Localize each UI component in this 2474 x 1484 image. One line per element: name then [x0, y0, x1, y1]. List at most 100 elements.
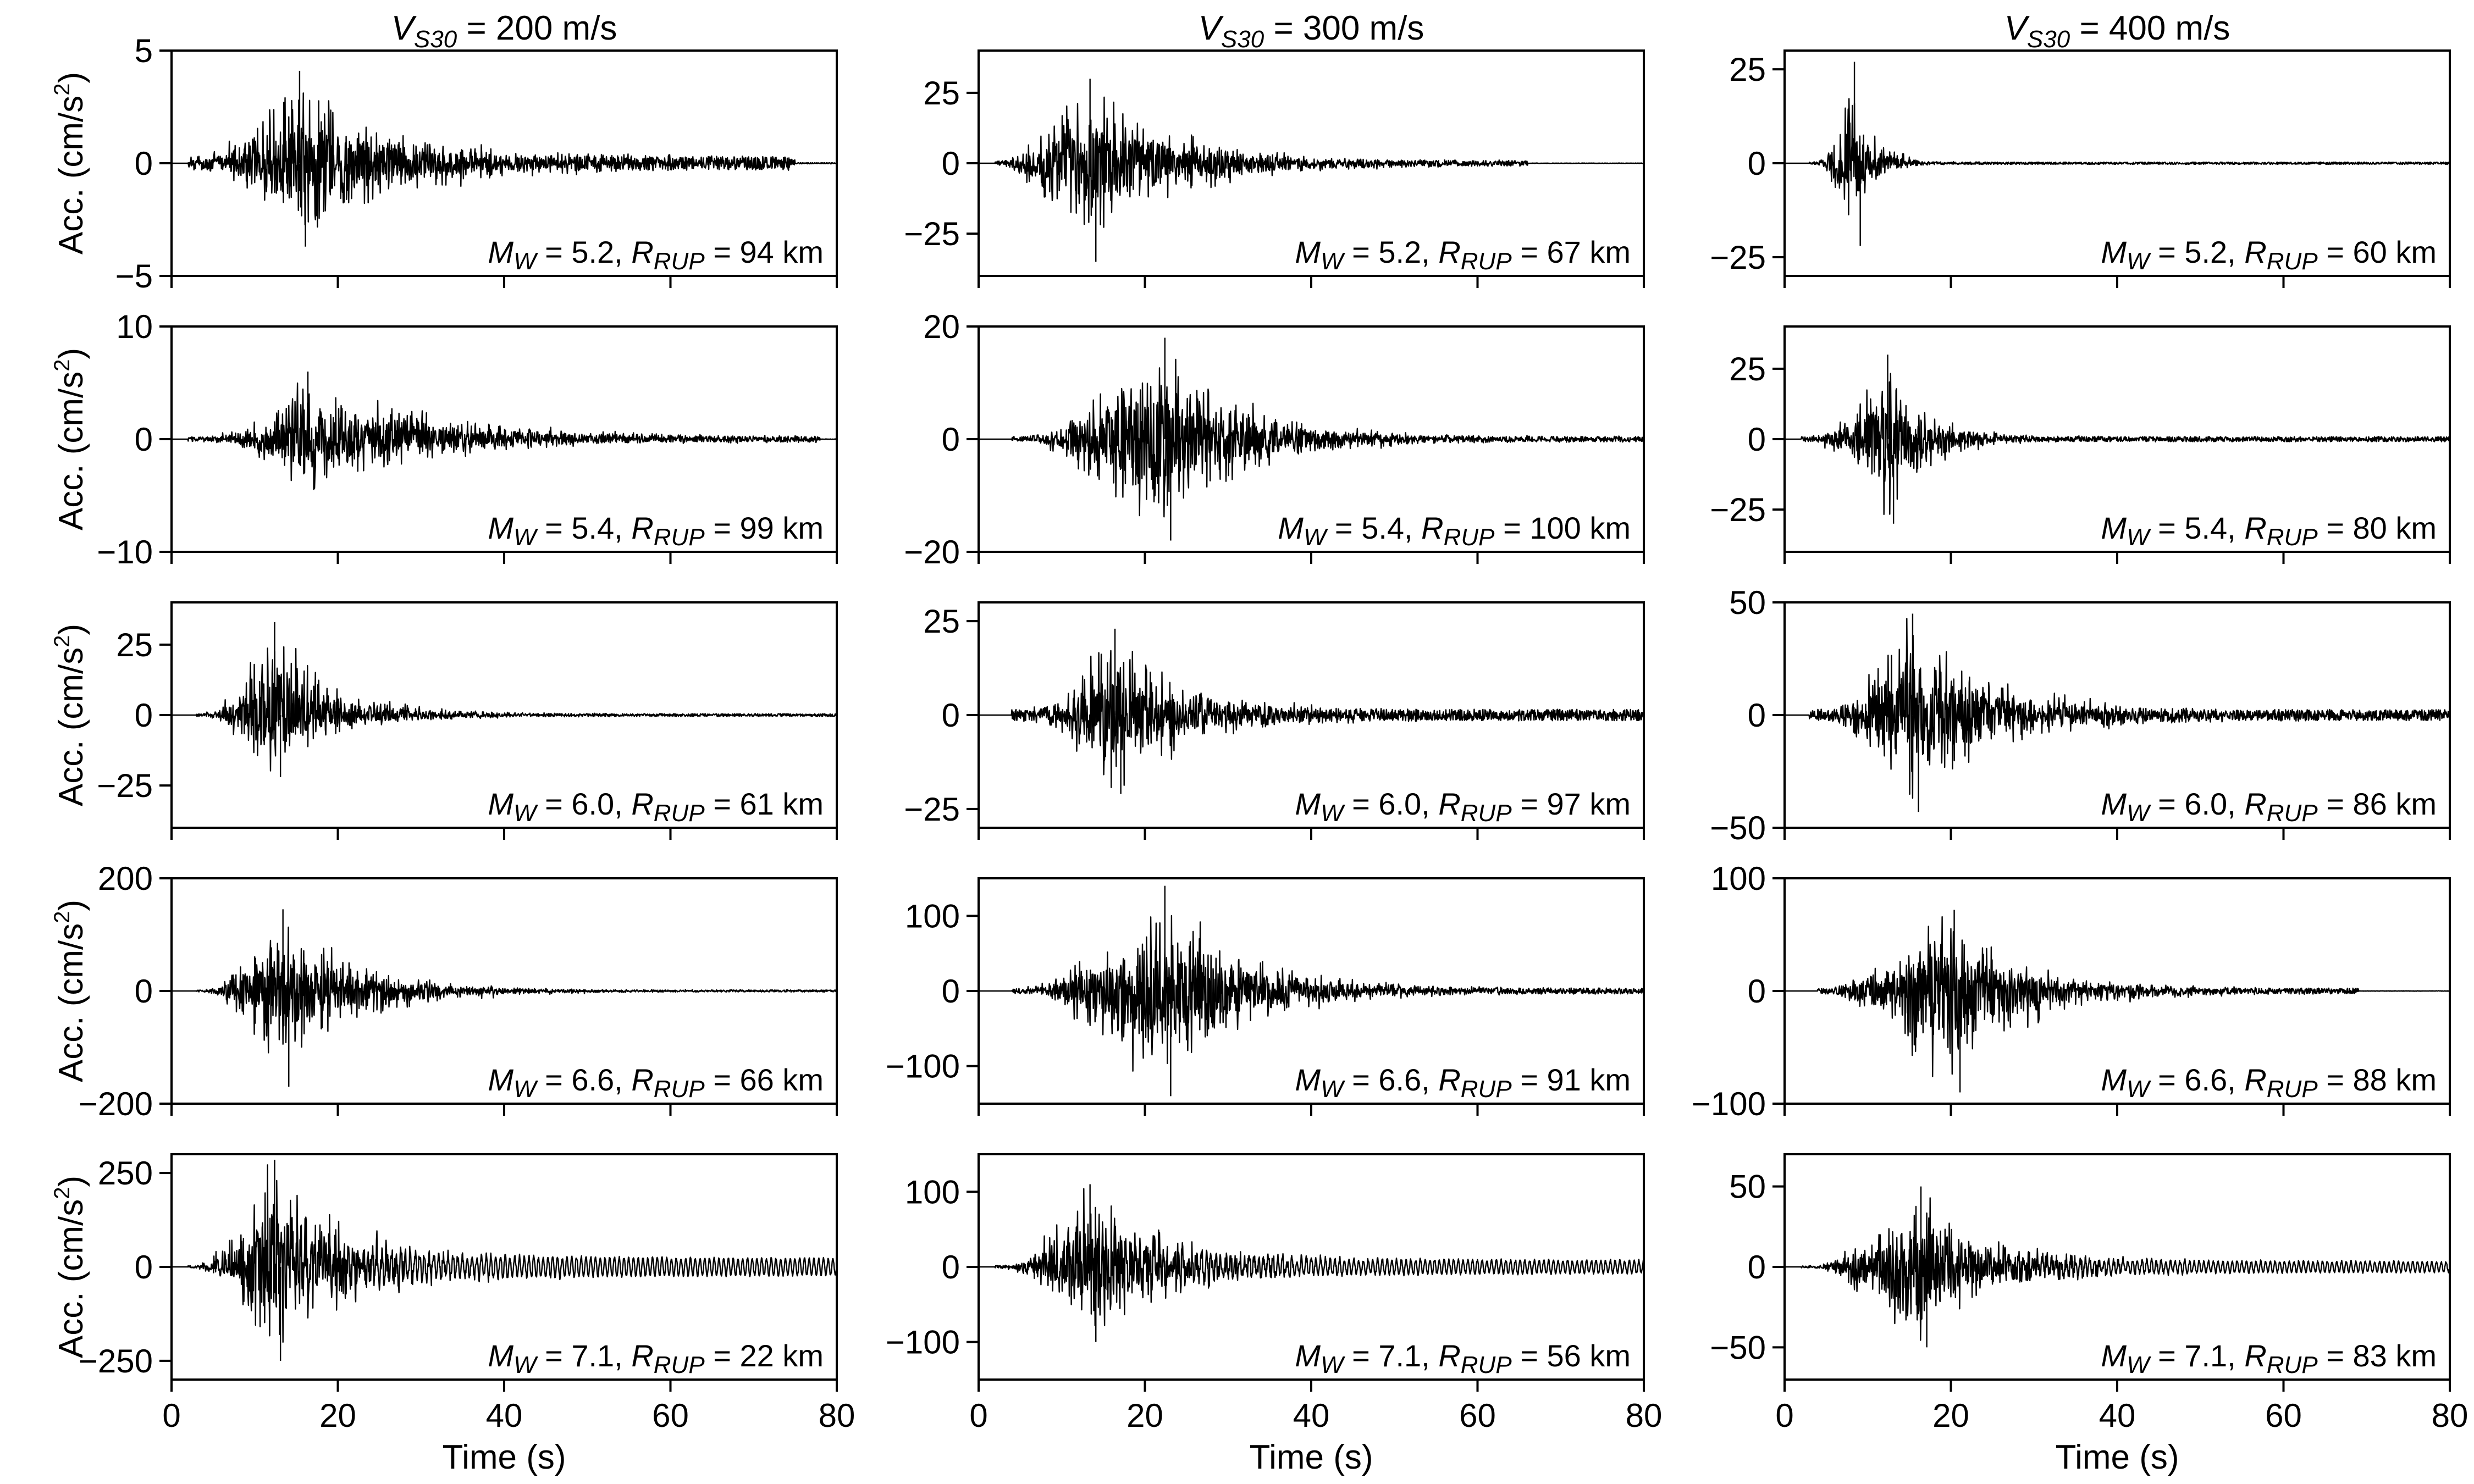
x-tick-label: 80 [2432, 1397, 2469, 1434]
y-tick-label: −100 [886, 1324, 960, 1361]
y-tick-label: −250 [79, 1343, 153, 1380]
magnitude-distance-annotation: MW = 7.1, RRUP = 56 km [1295, 1338, 1631, 1378]
y-tick-label: 100 [905, 898, 960, 934]
y-tick-label: −25 [904, 215, 960, 252]
magnitude-distance-annotation: MW = 6.6, RRUP = 91 km [1295, 1062, 1631, 1103]
x-tick-label: 0 [1775, 1397, 1793, 1434]
y-tick-label: −200 [79, 1086, 153, 1122]
y-tick-label: −50 [1710, 1329, 1766, 1366]
y-tick-label: 0 [1748, 145, 1766, 182]
y-tick-label: 0 [135, 973, 153, 1010]
trace-line [172, 382, 837, 489]
trace-line [1785, 373, 2450, 516]
magnitude-distance-annotation: MW = 6.6, RRUP = 88 km [2101, 1062, 2437, 1103]
y-tick-label: −100 [886, 1048, 960, 1085]
y-tick-label: 0 [135, 421, 153, 458]
y-tick-label: −25 [1710, 491, 1766, 528]
y-tick-label: −10 [97, 534, 153, 571]
y-axis-label: Acc. (cm/s2) [50, 1176, 90, 1358]
magnitude-distance-annotation: MW = 5.4, RRUP = 100 km [1278, 511, 1631, 551]
magnitude-distance-annotation: MW = 6.0, RRUP = 86 km [2101, 787, 2437, 827]
y-tick-label: 20 [923, 308, 960, 345]
panel-r1-c2: −25 0 25 MW = 5.2, RRUP = 67 km [904, 49, 1645, 288]
panel-r4-c1: −200 0 200 MW = 6.6, RRUP = 66 km Acc. (cm/s… [50, 860, 838, 1122]
y-tick-label: 0 [942, 1249, 960, 1286]
x-tick-label: 60 [2265, 1397, 2302, 1434]
y-tick-label: 100 [1711, 860, 1766, 897]
panel-r3-c3: −50 0 50 MW = 6.0, RRUP = 86 km [1710, 584, 2451, 846]
magnitude-distance-annotation: MW = 7.1, RRUP = 83 km [2101, 1338, 2437, 1378]
x-axis-label: Time (s) [1250, 1438, 1373, 1476]
column-title-1: VS30 = 200 m/s [391, 9, 617, 53]
panel-r4-c2: −100 0 100 MW = 6.6, RRUP = 91 km [886, 877, 1645, 1116]
panel-r1-c1: −5 0 5 MW = 5.2, RRUP = 94 km Acc. (cm/s2) [50, 32, 838, 295]
y-tick-label: −25 [1710, 239, 1766, 276]
x-tick-label: 20 [1126, 1397, 1163, 1434]
y-tick-label: 25 [923, 75, 960, 112]
magnitude-distance-annotation: MW = 6.0, RRUP = 61 km [488, 787, 824, 827]
x-axis-label: Time (s) [443, 1438, 566, 1476]
magnitude-distance-annotation: MW = 6.6, RRUP = 66 km [488, 1062, 824, 1103]
y-tick-label: 0 [942, 973, 960, 1010]
y-tick-label: 0 [1748, 973, 1766, 1010]
y-tick-label: 200 [98, 860, 153, 897]
trace-line [979, 358, 1644, 518]
magnitude-distance-annotation: MW = 5.4, RRUP = 99 km [488, 511, 824, 551]
y-tick-label: 0 [1748, 697, 1766, 734]
y-tick-label: 5 [135, 32, 153, 69]
trace-line [1785, 618, 2450, 799]
x-tick-label: 40 [1293, 1397, 1330, 1434]
y-tick-label: 0 [135, 145, 153, 182]
trace-line [172, 92, 837, 228]
magnitude-distance-annotation: MW = 5.4, RRUP = 80 km [2101, 511, 2437, 551]
x-axis-label: Time (s) [2056, 1438, 2179, 1476]
y-tick-label: 10 [116, 308, 153, 345]
y-tick-label: −20 [904, 534, 960, 571]
y-tick-label: 100 [905, 1173, 960, 1210]
x-tick-label: 0 [969, 1397, 987, 1434]
y-tick-label: −50 [1710, 810, 1766, 846]
magnitude-distance-annotation: MW = 7.1, RRUP = 22 km [488, 1338, 824, 1378]
y-tick-label: 25 [1729, 51, 1766, 88]
y-tick-label: −25 [904, 791, 960, 828]
y-tick-label: 50 [1729, 1169, 1766, 1205]
trace-line [979, 915, 1644, 1072]
panel-r2-c1: −10 0 10 MW = 5.4, RRUP = 99 km Acc. (cm/s2) [50, 308, 838, 571]
trace-line [1785, 1197, 2450, 1341]
trace-line [172, 926, 837, 1054]
trace-line [979, 1188, 1644, 1327]
x-tick-label: 20 [319, 1397, 356, 1434]
trace-line [1785, 916, 2450, 1077]
y-tick-label: 0 [135, 697, 153, 734]
trace-line [1785, 98, 2450, 215]
y-tick-label: 25 [116, 627, 153, 663]
magnitude-distance-annotation: MW = 5.2, RRUP = 60 km [2101, 235, 2437, 275]
panel-r3-c1: −25 0 25 MW = 6.0, RRUP = 61 km Acc. (cm/s2) [50, 601, 838, 840]
y-tick-label: 0 [135, 1249, 153, 1286]
y-tick-label: 250 [98, 1155, 153, 1192]
y-tick-label: 0 [942, 421, 960, 458]
y-axis-label: Acc. (cm/s2) [50, 348, 90, 530]
y-tick-label: 0 [942, 697, 960, 734]
trace-line [172, 1164, 837, 1343]
x-tick-label: 60 [1459, 1397, 1496, 1434]
magnitude-distance-annotation: MW = 5.2, RRUP = 94 km [488, 235, 824, 275]
y-tick-label: 25 [923, 603, 960, 640]
panel-r4-c3: −100 0 100 MW = 6.6, RRUP = 88 km [1692, 860, 2451, 1122]
y-tick-label: −100 [1692, 1086, 1766, 1122]
trace-line [172, 646, 837, 772]
magnitude-distance-annotation: MW = 6.0, RRUP = 97 km [1295, 787, 1631, 827]
y-tick-label: −5 [115, 258, 153, 295]
y-tick-label: 50 [1729, 584, 1766, 621]
column-title-2: VS30 = 300 m/s [1199, 9, 1424, 53]
panel-r2-c2: −20 0 20 MW = 5.4, RRUP = 100 km [904, 308, 1645, 571]
y-tick-label: 0 [1748, 1249, 1766, 1286]
y-tick-label: 0 [942, 145, 960, 182]
panel-r1-c3: −25 0 25 MW = 5.2, RRUP = 60 km [1710, 49, 2451, 288]
y-tick-label: −25 [97, 767, 153, 804]
x-tick-label: 60 [652, 1397, 689, 1434]
